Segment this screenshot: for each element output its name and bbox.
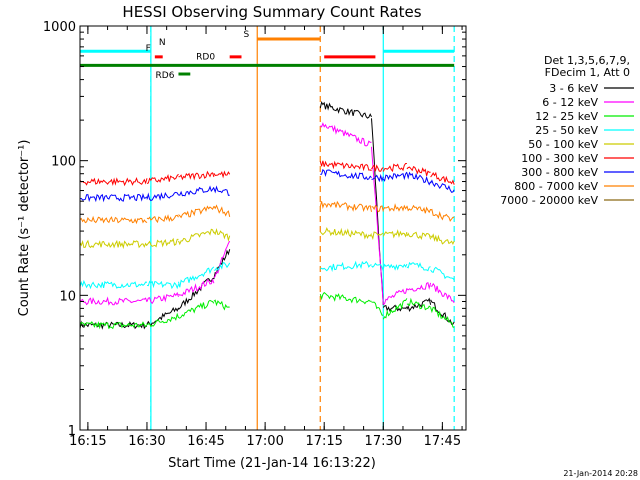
legend-label: 25 - 50 keV bbox=[535, 124, 598, 137]
series-line-5 bbox=[79, 160, 455, 187]
x-tick-label: 17:30 bbox=[365, 434, 402, 449]
legend-header: FDecim 1, Att 0 bbox=[545, 66, 630, 79]
series-line-2 bbox=[79, 291, 455, 330]
x-axis-title: Start Time (21-Jan-14 16:13:22) bbox=[168, 456, 376, 471]
plot-frame-layer: 16:15 16:30 16:45 17:00 17:15 17:30 17:45 1 10 10… bbox=[43, 20, 467, 449]
flag-label-RD6: RD6 bbox=[156, 71, 175, 81]
series-line-7 bbox=[79, 200, 455, 225]
x-tick-label: 16:45 bbox=[187, 434, 224, 449]
legend-label: 100 - 300 keV bbox=[521, 152, 598, 165]
flag-label-S: S bbox=[244, 30, 250, 40]
legend-label: 3 - 6 keV bbox=[549, 82, 598, 95]
plot-frame bbox=[79, 25, 467, 431]
x-tick-label: 16:30 bbox=[128, 434, 165, 449]
legend: Det 1,3,5,6,7,9,FDecim 1, Att 0 3 - 6 keV… bbox=[500, 54, 634, 207]
series-line-6 bbox=[79, 168, 455, 203]
plot-series-layer: NF RD6 RD0 S bbox=[79, 26, 455, 430]
legend-label: 800 - 7000 keV bbox=[514, 180, 598, 193]
legend-label: 50 - 100 keV bbox=[528, 138, 598, 151]
x-tick-label: 17:00 bbox=[246, 434, 283, 449]
y-axis-title: Count Rate (s⁻¹ detector⁻¹) bbox=[17, 140, 32, 317]
y-tick-label: 1000 bbox=[43, 20, 76, 35]
y-tick-label: 10 bbox=[59, 289, 76, 304]
series-line-0 bbox=[79, 100, 455, 330]
y-tick-label: 1 bbox=[68, 424, 76, 439]
legend-label: 7000 - 20000 keV bbox=[500, 194, 598, 207]
legend-label: 12 - 25 keV bbox=[535, 110, 598, 123]
legend-label: 6 - 12 keV bbox=[542, 96, 598, 109]
y-tick-label: 100 bbox=[51, 155, 76, 170]
flag-label-RD0: RD0 bbox=[196, 52, 215, 62]
chart-title: HESSI Observing Summary Count Rates bbox=[122, 3, 421, 21]
x-tick-label: 17:45 bbox=[424, 434, 461, 449]
series-line-4 bbox=[79, 227, 455, 250]
legend-header: Det 1,3,5,6,7,9, bbox=[544, 54, 630, 67]
flag-label-F: F bbox=[146, 44, 151, 54]
legend-label: 300 - 800 keV bbox=[521, 166, 598, 179]
series-line-3 bbox=[79, 260, 455, 290]
footer-date: 21-Jan-2014 20:28 bbox=[563, 469, 638, 478]
flag-label-N: N bbox=[159, 38, 166, 48]
x-tick-label: 17:15 bbox=[305, 434, 342, 449]
series-line-1 bbox=[79, 122, 455, 306]
x-tick-label: 16:15 bbox=[69, 434, 106, 449]
